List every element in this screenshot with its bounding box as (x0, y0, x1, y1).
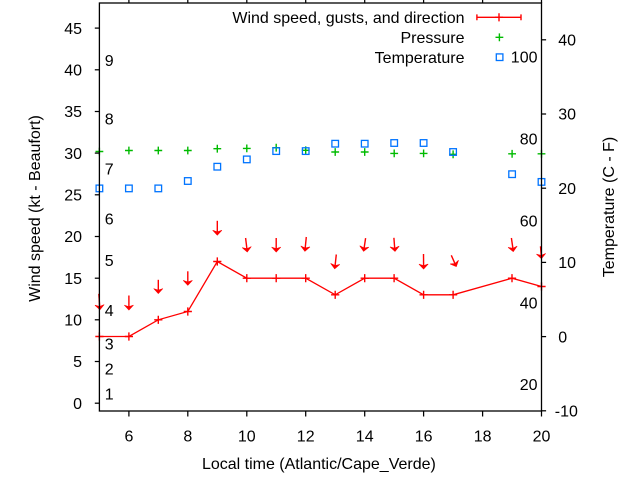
svg-text:40: 40 (520, 295, 538, 312)
svg-text:10: 10 (238, 429, 256, 446)
svg-text:20: 20 (558, 181, 576, 198)
svg-text:1: 1 (105, 386, 114, 403)
svg-text:7: 7 (105, 161, 114, 178)
svg-text:35: 35 (64, 104, 82, 121)
svg-text:5: 5 (73, 354, 82, 371)
svg-text:30: 30 (558, 107, 576, 124)
svg-text:6: 6 (105, 211, 114, 228)
svg-text:25: 25 (64, 188, 82, 205)
svg-text:18: 18 (474, 429, 492, 446)
svg-text:40: 40 (558, 33, 576, 50)
svg-text:Wind speed (kt - Beaufort): Wind speed (kt - Beaufort) (27, 115, 44, 302)
svg-text:8: 8 (183, 429, 192, 446)
svg-text:20: 20 (533, 429, 551, 446)
svg-text:0: 0 (558, 329, 567, 346)
svg-text:6: 6 (124, 429, 133, 446)
svg-text:60: 60 (520, 213, 538, 230)
svg-text:-10: -10 (555, 404, 578, 421)
svg-text:0: 0 (73, 396, 82, 413)
svg-text:Pressure: Pressure (400, 30, 464, 47)
svg-text:3: 3 (105, 336, 114, 353)
svg-text:Temperature (C - F): Temperature (C - F) (601, 137, 618, 277)
svg-text:40: 40 (64, 63, 82, 80)
svg-text:14: 14 (356, 429, 374, 446)
svg-text:100: 100 (511, 50, 538, 67)
svg-text:8: 8 (105, 111, 114, 128)
svg-text:45: 45 (64, 21, 82, 38)
svg-text:80: 80 (520, 132, 538, 149)
svg-text:2: 2 (105, 361, 114, 378)
svg-text:9: 9 (105, 53, 114, 70)
svg-text:10: 10 (558, 255, 576, 272)
svg-text:12: 12 (297, 429, 315, 446)
svg-text:15: 15 (64, 271, 82, 288)
svg-text:20: 20 (520, 377, 538, 394)
svg-text:Temperature: Temperature (375, 50, 465, 67)
svg-text:10: 10 (64, 313, 82, 330)
svg-text:4: 4 (105, 303, 114, 320)
svg-text:5: 5 (105, 253, 114, 270)
svg-text:16: 16 (415, 429, 433, 446)
svg-text:20: 20 (64, 229, 82, 246)
svg-text:Local time (Atlantic/Cape_Verd: Local time (Atlantic/Cape_Verde) (202, 456, 436, 473)
svg-text:30: 30 (64, 146, 82, 163)
svg-text:Wind speed, gusts, and directi: Wind speed, gusts, and direction (232, 10, 464, 27)
